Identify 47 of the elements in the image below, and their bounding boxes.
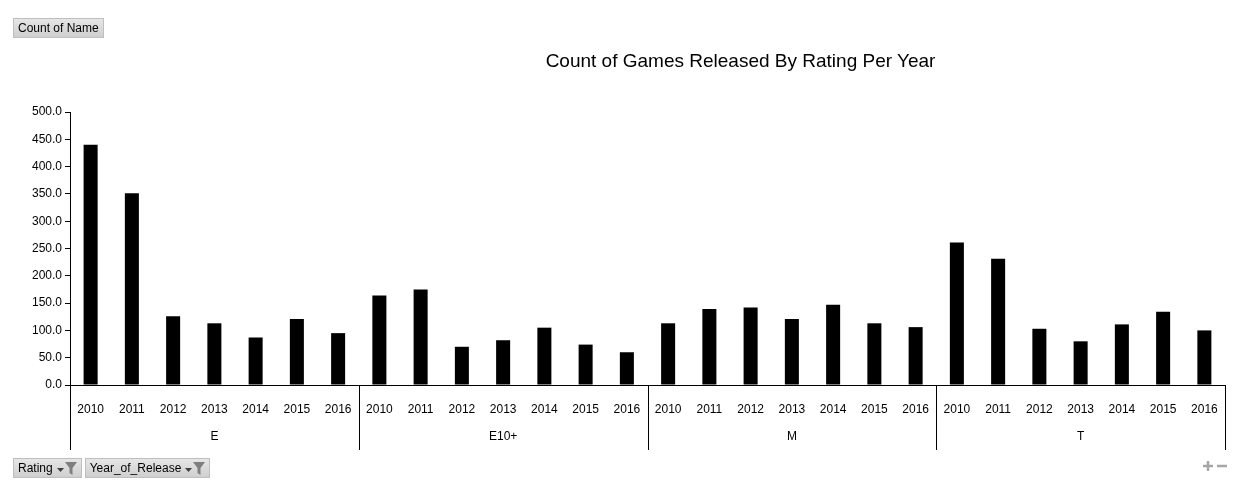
x-tick-label: 2010 [943,401,971,416]
y-tick-label: 200.0 [31,268,63,283]
x-tick-label: 2014 [531,401,559,416]
y-tick-label: 400.0 [31,158,63,173]
x-tick-label: 2010 [366,401,394,416]
x-tick-label: 2015 [283,401,311,416]
x-tick-label: 2012 [737,401,765,416]
x-tick-label: 2014 [1108,401,1136,416]
x-tick-label: 2013 [201,401,229,416]
field-button: Rating [13,458,82,478]
y-tick-label: 300.0 [31,213,63,228]
x-tick-label: 2010 [654,401,682,416]
text: E [210,429,219,444]
field-button: Count of Name [13,18,104,38]
x-tick-label: 2013 [489,401,517,416]
y-tick-label: 450.0 [31,131,63,146]
x-tick-label: 2015 [572,401,600,416]
y-tick-label: 100.0 [31,322,63,337]
y-tick-label: 50.0 [38,350,63,365]
y-tick-label: 350.0 [31,186,63,201]
y-tick-label: 500.0 [31,104,63,119]
x-tick-label: 2015 [861,401,889,416]
x-tick-label: 2013 [1067,401,1095,416]
x-tick-label: 2016 [1191,401,1219,416]
x-tick-label: 2011 [985,401,1012,416]
field-button: Year_of_Release [84,458,211,478]
x-tick-label: 2014 [819,401,847,416]
x-tick-label: 2012 [448,401,476,416]
x-tick-label: 2011 [696,401,723,416]
y-tick-label: 150.0 [31,295,63,310]
text: M [786,429,797,444]
chart-title: Count of Games Released By Rating Per Year [545,50,937,72]
x-tick-label: 2015 [1149,401,1177,416]
x-tick-label: 2013 [778,401,806,416]
text: T [1076,429,1085,444]
x-tick-label: 2012 [159,401,187,416]
x-tick-label: 2016 [613,401,641,416]
x-tick-label: 2010 [77,401,105,416]
x-tick-label: 2016 [324,401,352,416]
x-tick-label: 2014 [242,401,270,416]
x-tick-label: 2016 [902,401,930,416]
text: E10+ [488,429,518,444]
y-tick-label: 250.0 [31,240,63,255]
x-tick-label: 2011 [407,401,434,416]
x-tick-label: 2012 [1026,401,1054,416]
x-tick-label: 2011 [118,401,146,416]
y-tick-label: 0.0 [45,377,63,392]
